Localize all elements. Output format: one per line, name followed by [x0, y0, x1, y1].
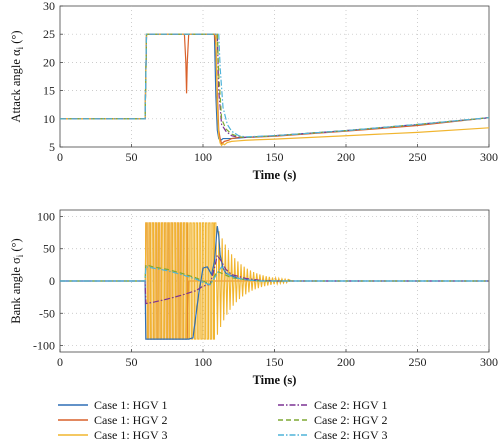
- x-axis-label: Time (s): [253, 373, 297, 387]
- legend-label: Case 2: HGV 3: [314, 428, 387, 442]
- legend-label: Case 1: HGV 1: [94, 398, 167, 412]
- y-axis-label-subscript: i: [15, 46, 25, 49]
- y-tick-label: 0: [49, 274, 55, 288]
- y-axis-label-unit: (°): [9, 30, 23, 46]
- y-tick-label: -50: [39, 306, 55, 320]
- series-line-case-2-hgv-2: [60, 33, 489, 139]
- x-tick-label: 0: [57, 355, 63, 369]
- y-tick-label: 5: [49, 140, 55, 154]
- y-axis-label: Attack angle αi (°): [9, 30, 25, 122]
- plot-frame: [59, 5, 490, 148]
- x-tick-label: 50: [126, 150, 138, 164]
- y-axis-label-main: Attack angle α: [9, 49, 23, 123]
- y-axis-label: Bank angle σi (°): [9, 238, 25, 323]
- plot-area: [60, 222, 489, 340]
- series-line-case-2-hgv-3: [60, 265, 489, 286]
- legend-label: Case 1: HGV 2: [94, 413, 167, 427]
- plot-area: [60, 33, 489, 147]
- y-tick-label: 50: [43, 242, 55, 256]
- legend-label: Case 1: HGV 3: [94, 428, 167, 442]
- x-tick-label: 300: [480, 355, 498, 369]
- y-tick-label: 30: [43, 0, 55, 13]
- y-tick-label: 10: [43, 112, 55, 126]
- legend-label: Case 2: HGV 2: [314, 413, 387, 427]
- series-line-case-2-hgv-1: [60, 253, 489, 305]
- attack-angle-panel: 0 50 100 150 200 250 300 5 10 15 20 25 30 Time (s) Att…: [9, 0, 498, 182]
- y-tick-label: -100: [33, 339, 55, 353]
- series-line-case-1-hgv-1: [60, 226, 489, 340]
- bank-angle-panel: 0 50 100 150 200 250 300 -100 -50 0 50 100 Time (s) B…: [9, 209, 498, 387]
- x-tick-label: 200: [337, 150, 355, 164]
- x-tick-label: 50: [126, 355, 138, 369]
- x-tick-label: 150: [266, 150, 284, 164]
- x-tick-label: 300: [480, 150, 498, 164]
- y-tick-label: 15: [43, 84, 55, 98]
- x-tick-label: 150: [266, 355, 284, 369]
- x-tick-label: 0: [57, 150, 63, 164]
- y-axis-label-main: Bank angle σ: [9, 257, 23, 324]
- x-tick-label: 200: [337, 355, 355, 369]
- x-tick-label: 250: [409, 355, 427, 369]
- x-tick-label: 100: [194, 355, 212, 369]
- y-tick-label: 25: [43, 27, 55, 41]
- y-tick-label: 100: [37, 209, 55, 223]
- y-tick-label: 20: [43, 55, 55, 69]
- x-tick-label: 250: [409, 150, 427, 164]
- x-tick-label: 100: [194, 150, 212, 164]
- x-axis-label: Time (s): [253, 168, 297, 182]
- legend-label: Case 2: HGV 1: [314, 398, 387, 412]
- y-axis-label-unit: (°): [9, 238, 23, 254]
- y-axis-label-subscript: i: [15, 254, 25, 257]
- series-line-case-2-hgv-3: [60, 33, 489, 138]
